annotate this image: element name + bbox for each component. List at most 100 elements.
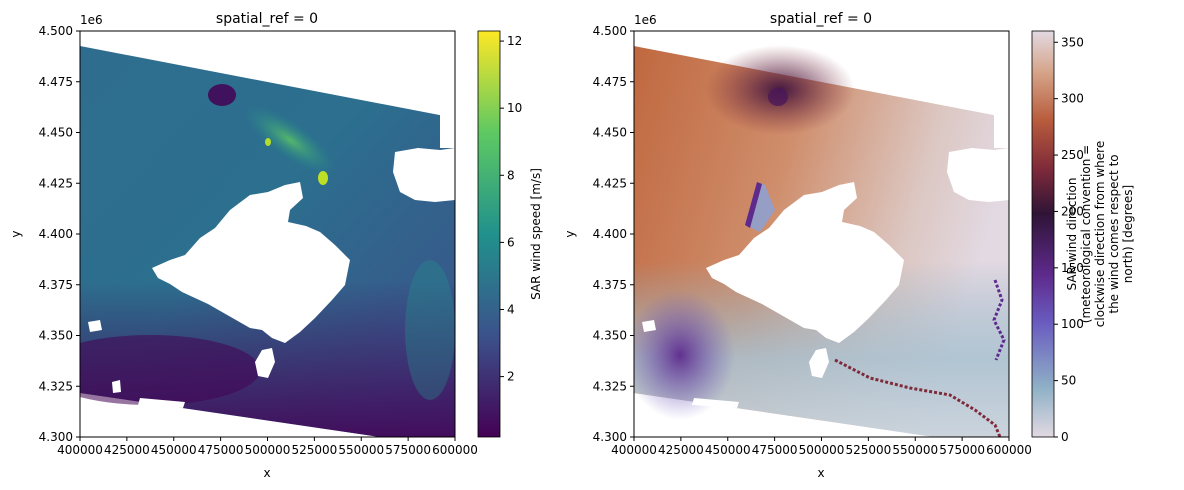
y-tick-label: 4.425 [593,176,627,190]
island-menorca-edge [440,115,455,148]
coastal-gaps [642,320,739,408]
x-tick-label: 400000 [611,443,657,457]
x-tick-label: 425000 [658,443,704,457]
y-tick-label: 4.375 [593,278,627,292]
island-menorca [393,148,455,202]
x-tick-label: 425000 [104,443,150,457]
x-tick-label: 475000 [198,443,244,457]
colorbar-tick-label: 150 [1061,261,1084,275]
x-tick-label: 500000 [799,443,845,457]
colorbar-label-line: SAR wind direction [1065,178,1079,291]
colorbar-ticks: 2 4 6 8 10 12 [500,34,522,384]
y-tick-label: 4.475 [39,75,73,89]
east-discontinuity [992,279,1006,361]
lee-wake-edge [745,182,762,228]
y-axis-label: y [563,230,577,237]
colorbar-label: SAR wind direction (meteorological conven… [1065,141,1135,327]
colorbar [1031,30,1055,438]
y-axis: 4.300 4.325 4.350 4.375 4.400 4.425 4.450 4.475… [39,24,80,444]
y-tick-label: 4.325 [39,379,73,393]
island-menorca [947,148,1009,202]
gust-spot [265,138,271,146]
x-axis: 400000 425000 450000 475000 500000 525000 5500… [611,437,1032,457]
colorbar-tick-label: 300 [1061,92,1084,106]
chart-title: spatial_ref = 0 [770,11,872,27]
island-menorca-edge [994,115,1009,148]
wind-speed-heatmap [80,46,455,437]
coastal-gaps [88,320,185,408]
y-tick-label: 4.500 [593,24,627,38]
colorbar-tick-label: 6 [507,235,515,249]
y-tick-label: 4.350 [39,329,73,343]
y-axis: 4.300 4.325 4.350 4.375 4.400 4.425 4.450 4.475… [593,24,634,444]
island-mallorca [706,182,904,343]
colorbar-tick-label: 0 [1061,430,1069,444]
y-offset-label: 1e6 [80,13,103,27]
wind-direction-heatmap [634,45,1009,437]
wind-speed-panel: spatial_ref = 0 400000 425000 450000 475000… [9,11,543,480]
lee-wake [745,182,775,232]
y-tick-label: 4.425 [39,176,73,190]
gust-band [243,105,337,175]
colorbar-tick-label: 50 [1061,374,1076,388]
x-tick-label: 525000 [291,443,337,457]
colorbar-tick-label: 8 [507,168,515,182]
x-tick-label: 600000 [432,443,478,457]
vortex-core [768,88,788,106]
y-axis-label: y [9,230,23,237]
colorbar-tick-label: 10 [507,101,522,115]
chart-title: spatial_ref = 0 [216,11,318,27]
colorbar-label-line: clockwise direction from where [1093,141,1107,327]
colorbar-tick-label: 350 [1061,35,1084,49]
gust-peak [318,171,328,185]
x-axis-label: x [263,466,270,480]
x-tick-label: 400000 [57,443,103,457]
y-tick-label: 4.325 [593,379,627,393]
y-tick-label: 4.350 [593,329,627,343]
colorbar-label-line: (meteorological convention = [1079,145,1093,323]
x-tick-label: 575000 [385,443,431,457]
x-tick-label: 550000 [338,443,384,457]
x-tick-label: 450000 [151,443,197,457]
sw-purple-sector [634,290,735,420]
colorbar-tick-label: 4 [507,302,515,316]
y-tick-label: 4.300 [593,430,627,444]
colorbar-tick-label: 12 [507,34,522,48]
y-tick-label: 4.400 [593,227,627,241]
sw-calm-area [80,335,260,405]
y-tick-label: 4.400 [39,227,73,241]
low-speed-core [208,84,236,106]
colorbar-tick-label: 250 [1061,148,1084,162]
colorbar [477,30,501,438]
colorbar-ticks: 0 50 100 150 200 250 300 350 [1054,35,1084,444]
island-cabrera [255,348,275,378]
colorbar-tick-label: 100 [1061,317,1084,331]
y-tick-label: 4.300 [39,430,73,444]
x-axis: 400000 425000 450000 475000 500000 525000 5500… [57,437,478,457]
island-mallorca [152,182,350,343]
colorbar-label: SAR wind speed [m/s] [529,168,543,300]
x-tick-label: 500000 [245,443,291,457]
wind-direction-panel: spatial_ref = 0 400000 425000 450000 475000… [563,11,1135,480]
y-tick-label: 4.475 [593,75,627,89]
y-tick-label: 4.375 [39,278,73,292]
x-tick-label: 550000 [892,443,938,457]
x-tick-label: 575000 [939,443,985,457]
colorbar-tick-label: 200 [1061,204,1084,218]
colorbar-tick-label: 2 [507,370,515,384]
y-tick-label: 4.500 [39,24,73,38]
island-cabrera [809,348,829,378]
y-offset-label: 1e6 [634,13,657,27]
colorbar-label-line: north) [degrees] [1121,185,1135,283]
x-tick-label: 475000 [752,443,798,457]
x-tick-label: 600000 [986,443,1032,457]
se-band [405,260,455,400]
y-tick-label: 4.450 [39,126,73,140]
y-tick-label: 4.450 [593,126,627,140]
colorbar-label-line: the wind comes respect to [1107,154,1121,313]
x-tick-label: 450000 [705,443,751,457]
shore-discontinuity [834,358,1002,437]
x-axis-label: x [817,466,824,480]
x-tick-label: 525000 [845,443,891,457]
